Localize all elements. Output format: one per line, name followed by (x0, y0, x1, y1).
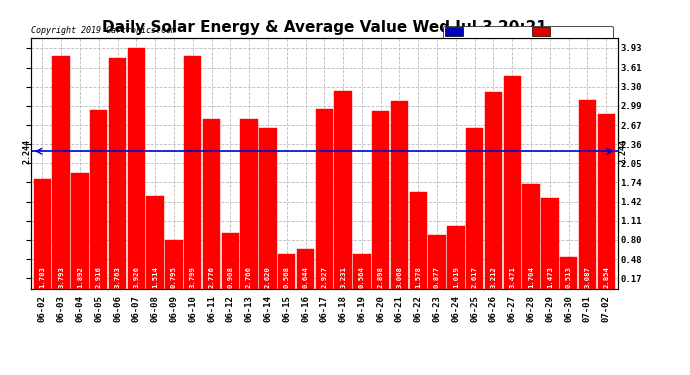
Text: 2.620: 2.620 (265, 266, 271, 288)
Bar (598, 114, 615, 289)
Text: 2.244: 2.244 (619, 139, 628, 164)
Text: 1.783: 1.783 (39, 266, 46, 288)
Bar (353, 254, 371, 289)
Text: 0.908: 0.908 (227, 266, 233, 288)
Bar (579, 100, 596, 289)
Bar (485, 92, 502, 289)
Text: 0.877: 0.877 (434, 266, 440, 288)
Text: 3.068: 3.068 (397, 266, 402, 288)
Bar (203, 118, 220, 289)
Text: Copyright 2019 Cartronics.com: Copyright 2019 Cartronics.com (31, 26, 176, 35)
Text: 3.471: 3.471 (509, 266, 515, 288)
Text: 3.231: 3.231 (340, 266, 346, 288)
Bar (447, 226, 464, 289)
Bar (391, 101, 408, 289)
Text: 3.763: 3.763 (115, 266, 121, 288)
Bar (522, 184, 540, 289)
Text: 2.898: 2.898 (377, 266, 384, 288)
Bar (315, 110, 333, 289)
Bar (410, 192, 427, 289)
Text: 3.087: 3.087 (584, 266, 591, 288)
Bar (221, 233, 239, 289)
Text: 0.564: 0.564 (359, 266, 365, 288)
Text: 1.578: 1.578 (415, 266, 422, 288)
Legend: Average  ($), Daily   ($): Average ($), Daily ($) (444, 26, 613, 38)
Bar (428, 235, 446, 289)
Text: 1.019: 1.019 (453, 266, 459, 288)
Bar (278, 254, 295, 289)
Text: 2.916: 2.916 (96, 266, 101, 288)
Text: 1.892: 1.892 (77, 266, 83, 288)
Bar (166, 240, 183, 289)
Bar (560, 257, 578, 289)
Title: Daily Solar Energy & Average Value Wed Jul 3 20:21: Daily Solar Energy & Average Value Wed J… (102, 20, 546, 35)
Text: 3.212: 3.212 (491, 266, 497, 288)
Bar (335, 91, 352, 289)
Bar (146, 196, 164, 289)
Bar (372, 111, 389, 289)
Text: 2.244: 2.244 (23, 139, 32, 164)
Text: 1.704: 1.704 (528, 266, 534, 288)
Text: 3.793: 3.793 (58, 266, 64, 288)
Bar (466, 128, 483, 289)
Text: 3.799: 3.799 (190, 266, 196, 288)
Text: 1.473: 1.473 (547, 266, 553, 288)
Text: 0.568: 0.568 (284, 266, 290, 288)
Bar (52, 56, 70, 289)
Bar (240, 119, 258, 289)
Bar (259, 128, 277, 289)
Bar (297, 249, 314, 289)
Text: 2.617: 2.617 (472, 266, 477, 288)
Bar (71, 173, 88, 289)
Text: 2.766: 2.766 (246, 266, 252, 288)
Bar (109, 58, 126, 289)
Text: 3.926: 3.926 (133, 266, 139, 288)
Bar (184, 56, 201, 289)
Bar (90, 110, 108, 289)
Text: 2.927: 2.927 (322, 266, 327, 288)
Bar (504, 76, 521, 289)
Bar (34, 180, 51, 289)
Text: 0.513: 0.513 (566, 266, 572, 288)
Bar (128, 48, 145, 289)
Text: 1.514: 1.514 (152, 266, 158, 288)
Text: 0.795: 0.795 (171, 266, 177, 288)
Text: 2.854: 2.854 (603, 266, 609, 288)
Text: 0.644: 0.644 (302, 266, 308, 288)
Bar (541, 198, 558, 289)
Text: 2.776: 2.776 (208, 266, 215, 288)
